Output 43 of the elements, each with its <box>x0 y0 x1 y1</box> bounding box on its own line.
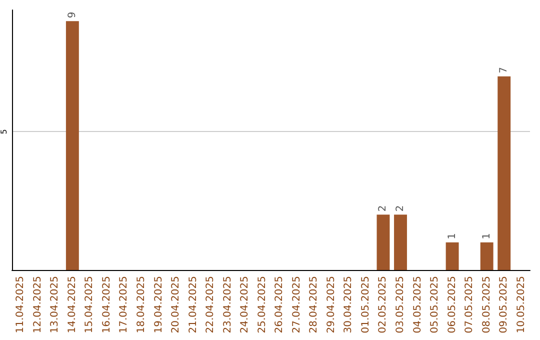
bar <box>394 214 407 270</box>
bar <box>66 21 79 270</box>
x-tick-label: 21.04.2025 <box>188 276 199 334</box>
x-tick-label: 07.05.2025 <box>464 276 476 334</box>
x-tick-label: 10.05.2025 <box>516 276 527 334</box>
x-tick-label: 29.04.2025 <box>326 276 337 334</box>
x-tick-label: 19.04.2025 <box>153 276 164 334</box>
data-label: 2 <box>395 205 406 212</box>
data-label: 1 <box>446 232 458 240</box>
x-tick-label: 12.04.2025 <box>32 276 44 334</box>
x-tick-label: 04.05.2025 <box>412 276 424 334</box>
x-tick-label: 15.04.2025 <box>84 276 96 334</box>
y-tick-label: 5 <box>0 129 8 134</box>
x-tick-label: 28.04.2025 <box>308 276 320 334</box>
data-label: 1 <box>481 232 492 240</box>
bar <box>446 242 459 270</box>
x-tick-label: 02.05.2025 <box>378 276 389 334</box>
x-tick-label: 20.04.2025 <box>170 276 182 334</box>
x-tick-label: 01.05.2025 <box>360 276 372 334</box>
x-tick-label: 30.04.2025 <box>343 276 354 334</box>
x-tick-label: 16.04.2025 <box>101 276 112 334</box>
x-tick-label: 08.05.2025 <box>481 276 492 334</box>
x-tick-label: 26.04.2025 <box>274 276 286 334</box>
x-tick-label: 06.05.2025 <box>446 276 458 334</box>
data-label: 9 <box>66 12 78 18</box>
x-tick-label: 09.05.2025 <box>498 276 510 334</box>
x-tick-label: 24.04.2025 <box>240 276 251 334</box>
x-tick-label: 23.04.2025 <box>222 276 234 334</box>
x-tick-label: 27.04.2025 <box>291 276 302 334</box>
x-tick-label: 17.04.2025 <box>118 276 130 334</box>
data-label: 7 <box>498 67 510 74</box>
x-tick-label: 13.04.2025 <box>50 276 61 334</box>
x-tick-label: 18.04.2025 <box>136 276 147 334</box>
x-tick-label: 11.04.2025 <box>15 276 26 334</box>
x-tick-label: 25.04.2025 <box>256 276 268 334</box>
bar <box>498 76 511 270</box>
bar <box>480 242 494 270</box>
x-tick-label: 05.05.2025 <box>430 276 441 334</box>
x-tick-label: 22.04.2025 <box>205 276 216 334</box>
x-tick-label: 03.05.2025 <box>395 276 406 334</box>
data-label: 2 <box>378 205 389 212</box>
x-tick-label: 14.04.2025 <box>66 276 78 334</box>
bar <box>376 214 390 270</box>
